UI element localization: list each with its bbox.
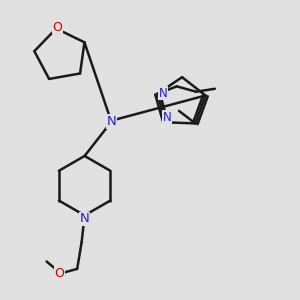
Text: O: O [54, 267, 64, 280]
Text: N: N [158, 87, 167, 100]
Text: N: N [80, 212, 89, 226]
Text: N: N [163, 111, 172, 124]
Text: O: O [53, 21, 63, 34]
Text: N: N [106, 115, 116, 128]
